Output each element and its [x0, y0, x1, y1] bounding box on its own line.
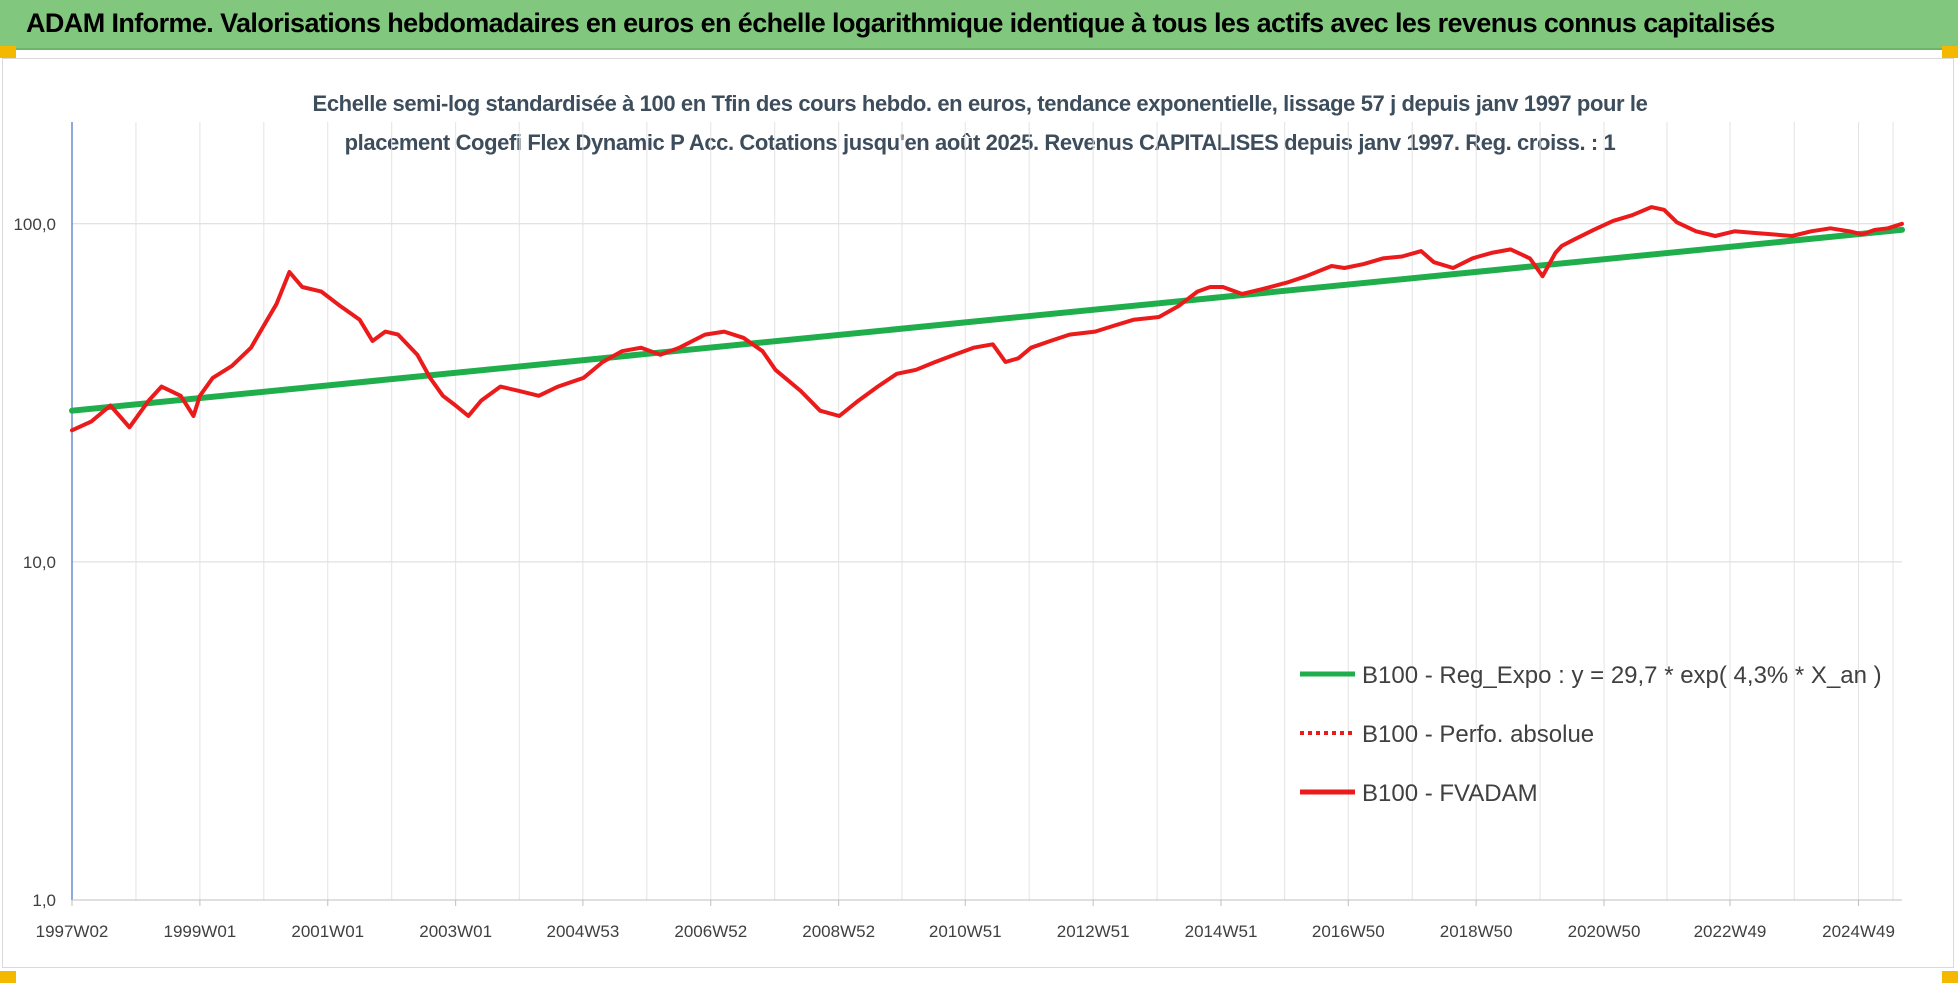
x-tick-label: 2024W49 [1822, 922, 1895, 941]
corner-accent-top-left [0, 46, 16, 58]
legend-label: B100 - Reg_Expo : y = 29,7 * exp( 4,3% *… [1362, 662, 1882, 689]
chart-frame [2, 58, 1954, 968]
x-tick-label: 2006W52 [674, 922, 747, 941]
header-bar: ADAM Informe. Valorisations hebdomadaire… [0, 0, 1958, 50]
legend-label: B100 - FVADAM [1362, 780, 1538, 807]
corner-accent-bottom-right [1942, 971, 1958, 983]
x-tick-label: 1997W02 [36, 922, 109, 941]
legend-label: B100 - Perfo. absolue [1362, 721, 1594, 748]
chart-title-line-2: placement Cogefi Flex Dynamic P Acc. Cot… [344, 130, 1616, 155]
y-axis: 1,0 10,0 100,0 [13, 122, 73, 910]
x-tick-label: 2016W50 [1312, 922, 1385, 941]
x-tick-label: 1999W01 [163, 922, 236, 941]
chart-title-line-1: Echelle semi-log standardisée à 100 en T… [312, 91, 1648, 116]
corner-accent-top-right [1942, 46, 1958, 58]
header-title: ADAM Informe. Valorisations hebdomadaire… [26, 8, 1775, 38]
x-tick-label: 2012W51 [1057, 922, 1130, 941]
legend: B100 - Reg_Expo : y = 29,7 * exp( 4,3% *… [1300, 662, 1882, 807]
x-tick-label: 2020W50 [1568, 922, 1641, 941]
x-tick-label: 2010W51 [929, 922, 1002, 941]
y-tick-label: 1,0 [32, 891, 56, 910]
series-line-fvadam [70, 205, 1904, 433]
x-tick-label: 2014W51 [1185, 922, 1258, 941]
plot-area [69, 205, 1905, 433]
chart-title: Echelle semi-log standardisée à 100 en T… [180, 84, 1780, 162]
x-axis: 1997W02 1999W01 2001W01 2003W01 2004W53 2006W… [36, 899, 1902, 941]
x-tick-label: 2003W01 [419, 922, 492, 941]
x-tick-label: 2018W50 [1440, 922, 1513, 941]
chart-grid [72, 122, 1902, 901]
x-tick-label: 2008W52 [802, 922, 875, 941]
y-tick-label: 10,0 [23, 553, 56, 572]
corner-accent-bottom-left [0, 971, 16, 983]
x-tick-label: 2022W49 [1694, 922, 1767, 941]
y-tick-label: 100,0 [13, 215, 56, 234]
series-line-reg-expo [69, 226, 1905, 414]
x-tick-label: 2004W53 [547, 922, 620, 941]
x-tick-label: 2001W01 [291, 922, 364, 941]
